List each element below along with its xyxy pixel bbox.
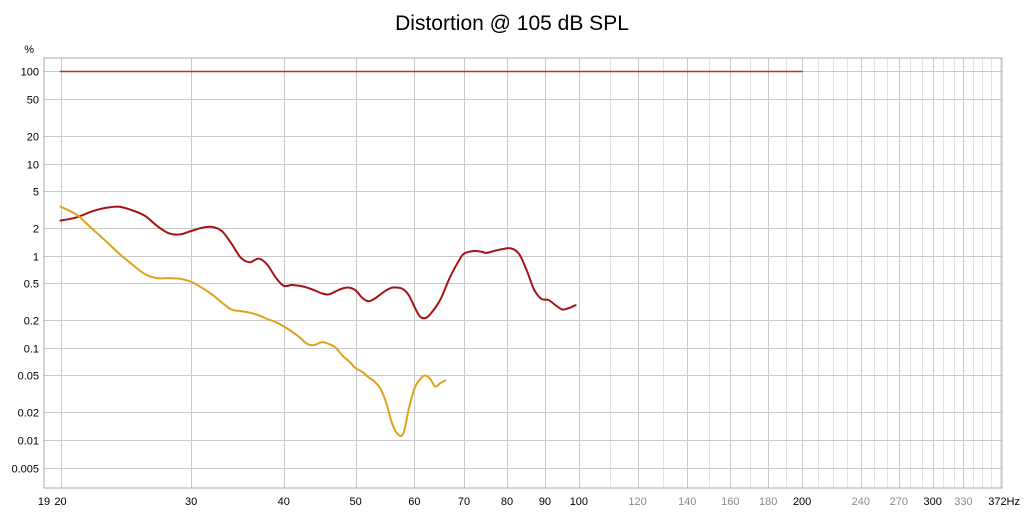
x-tick-label: 270 (890, 496, 908, 508)
y-axis-ticks: 100 50 20 10 5 2 1 0.5 0.2 0.1 0.05 0.02 0.01 0.005 (11, 67, 39, 476)
y-tick-label: 0.02 (18, 408, 39, 420)
series-line-3rd-harmonic (59, 205, 447, 437)
y-tick-label: 0.5 (24, 279, 39, 291)
x-tick-label: 60 (408, 496, 420, 508)
minor-gridlines (610, 58, 1001, 488)
x-tick-label: 40 (278, 496, 290, 508)
series-line-2nd-harmonic (59, 205, 577, 320)
chart-title: Distortion @ 105 dB SPL (395, 12, 629, 35)
y-tick-label: 0.2 (24, 316, 39, 328)
x-tick-label: 240 (852, 496, 870, 508)
y-tick-label: 50 (27, 95, 39, 107)
y-tick-label: 5 (33, 187, 39, 199)
x-tick-label: 160 (721, 496, 739, 508)
series-layer (59, 70, 803, 437)
x-tick-label: 330 (954, 496, 972, 508)
x-tick-label: 120 (628, 496, 646, 508)
y-axis-unit-label: % (24, 44, 34, 56)
y-tick-label: 0.05 (18, 371, 39, 383)
y-tick-label: 1 (33, 252, 39, 264)
x-axis-ticks: 19 20 30 40 50 60 70 80 90 100 120 140 160 180 200 240 2… (38, 496, 1020, 508)
x-tick-label: 100 (570, 496, 588, 508)
x-tick-label: 140 (678, 496, 696, 508)
plot-frame (43, 57, 1003, 489)
major-gridlines (44, 58, 1002, 488)
x-tick-label: 80 (501, 496, 513, 508)
x-tick-label: 372Hz (988, 496, 1020, 508)
y-tick-label: 2 (33, 224, 39, 236)
x-tick-label: 300 (924, 496, 942, 508)
x-tick-label: 30 (185, 496, 197, 508)
x-tick-label: 20 (54, 496, 66, 508)
x-tick-label: 19 (38, 496, 50, 508)
x-tick-label: 90 (539, 496, 551, 508)
y-tick-label: 0.005 (11, 464, 39, 476)
x-tick-label: 70 (458, 496, 470, 508)
x-tick-label: 50 (350, 496, 362, 508)
y-tick-label: 100 (21, 67, 39, 79)
y-tick-label: 10 (27, 160, 39, 172)
y-tick-label: 0.01 (18, 436, 39, 448)
x-tick-label: 200 (793, 496, 811, 508)
y-tick-label: 20 (27, 132, 39, 144)
y-tick-label: 0.1 (24, 344, 39, 356)
x-tick-label: 180 (759, 496, 777, 508)
